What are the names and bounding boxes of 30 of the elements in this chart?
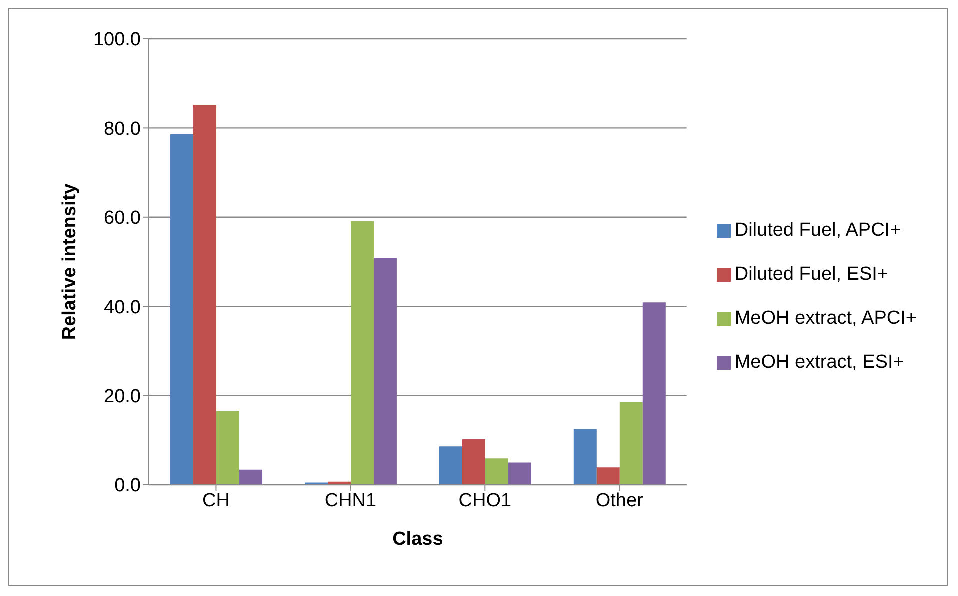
legend-label: Diluted Fuel, ESI+ — [734, 264, 889, 285]
x-tick-label: Other — [596, 490, 644, 512]
y-tick-label: 100.0 — [93, 30, 141, 51]
bar — [374, 258, 397, 485]
bar — [485, 458, 508, 485]
x-tick-label: CH — [202, 490, 230, 512]
y-axis-title: Relative intensity — [60, 183, 81, 340]
x-tick-label: CHN1 — [324, 490, 377, 512]
legend-label: MeOH extract, ESI+ — [734, 352, 904, 373]
bar — [170, 134, 194, 485]
bar — [596, 468, 620, 485]
legend-label: Diluted Fuel, APCI+ — [734, 220, 902, 241]
legend-label: MeOH extract, APCI+ — [734, 308, 917, 329]
bar — [620, 402, 643, 485]
bar — [462, 440, 486, 485]
bar — [194, 105, 217, 485]
y-tick-label: 80.0 — [104, 118, 141, 140]
y-tick-label: 60.0 — [104, 208, 141, 230]
x-axis-title: Class — [392, 529, 444, 550]
bar — [574, 429, 597, 485]
bar — [216, 410, 240, 485]
bar — [240, 470, 263, 485]
bar — [350, 221, 374, 485]
bar — [642, 302, 666, 485]
y-tick-label: 40.0 — [104, 297, 141, 318]
y-tick-label: 20.0 — [104, 386, 141, 408]
bar — [508, 462, 532, 485]
bar — [439, 446, 462, 485]
x-tick-label: CHO1 — [458, 490, 512, 512]
y-tick-label: 0.0 — [114, 476, 141, 497]
